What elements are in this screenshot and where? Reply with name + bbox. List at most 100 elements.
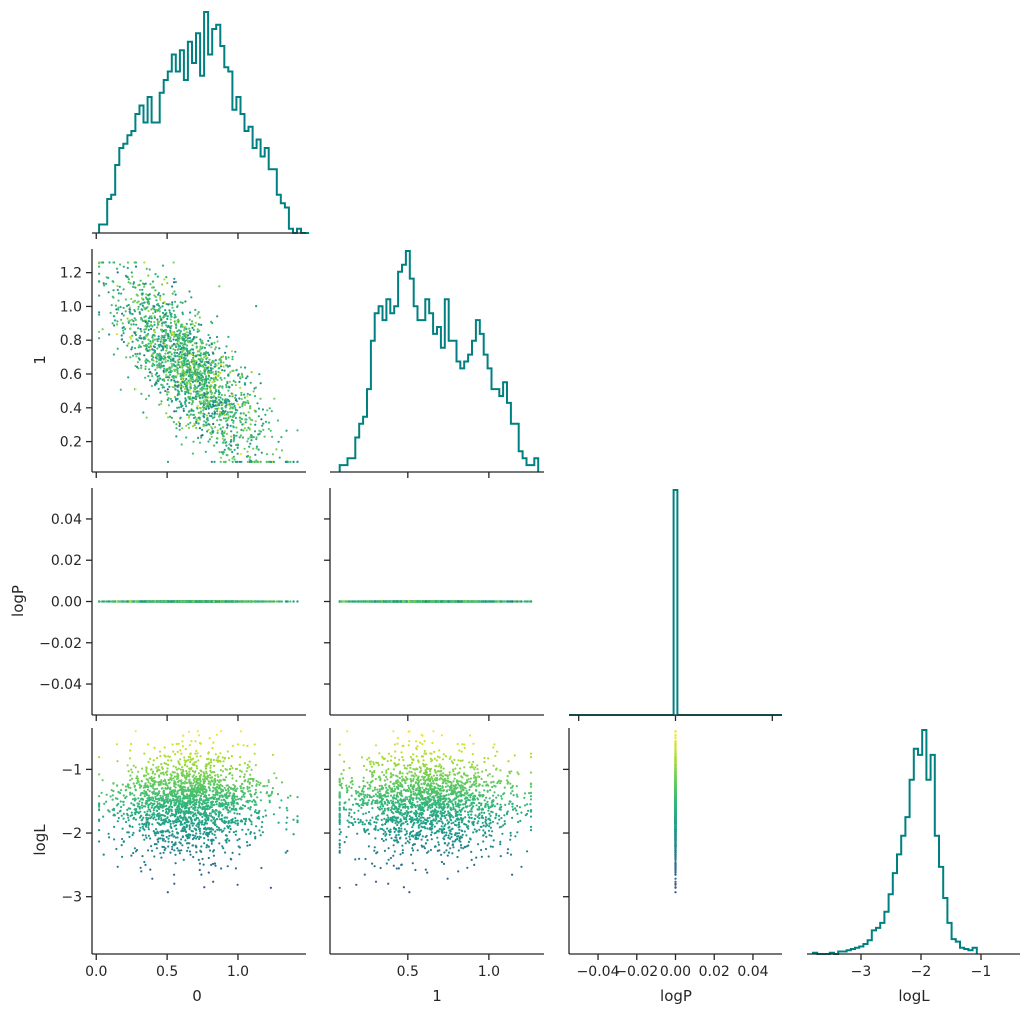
scatter-point <box>231 460 234 463</box>
scatter-point <box>205 414 209 417</box>
scatter-point <box>260 418 263 421</box>
scatter-point <box>175 423 178 426</box>
scatter-point <box>147 294 150 297</box>
scatter-point <box>158 320 161 323</box>
scatter-point <box>255 438 258 441</box>
scatter-point <box>231 358 234 361</box>
scatter-point <box>211 431 215 434</box>
scatter-point <box>228 459 231 462</box>
scatter-point <box>117 308 120 311</box>
scatter-point <box>130 348 133 351</box>
scatter-point <box>182 349 185 352</box>
scatter-point <box>170 378 173 381</box>
scatter-point <box>181 325 184 328</box>
scatter-point <box>226 426 229 429</box>
scatter-point <box>138 312 141 315</box>
scatter-point <box>205 375 208 378</box>
scatter-point <box>137 300 140 303</box>
scatter-point <box>166 388 169 391</box>
scatter-point <box>157 309 160 312</box>
scatter-point <box>158 374 161 377</box>
scatter-point <box>173 386 176 389</box>
scatter-point <box>232 455 235 458</box>
scatter-point <box>129 319 132 322</box>
scatter-point <box>166 390 169 394</box>
scatter-point <box>112 289 115 292</box>
scatter-point <box>214 359 217 362</box>
scatter-point <box>207 396 210 399</box>
scatter-point <box>129 282 132 285</box>
histogram-1 <box>338 250 540 472</box>
scatter-point <box>179 348 182 351</box>
scatter-point <box>223 394 226 397</box>
scatter-point <box>173 375 176 378</box>
scatter-point <box>216 340 219 343</box>
scatter-point <box>221 437 224 440</box>
scatter-point <box>215 401 219 404</box>
scatter-point <box>214 426 217 429</box>
scatter-point <box>234 394 237 397</box>
scatter-point <box>206 385 209 388</box>
scatter-point <box>176 389 179 392</box>
scatter-point <box>199 387 202 390</box>
scatter-point <box>145 323 149 326</box>
scatter-point <box>210 369 213 372</box>
scatter-point <box>243 403 246 407</box>
scatter-point <box>160 329 163 332</box>
scatter-point <box>170 315 173 318</box>
scatter-point <box>189 349 192 352</box>
scatter-point <box>144 365 147 368</box>
scatter-point <box>176 406 179 409</box>
scatter-point <box>146 349 150 352</box>
scatter-point <box>196 312 199 316</box>
scatter-point <box>139 303 142 306</box>
scatter-point <box>121 322 124 325</box>
panel-1-vs-0 <box>91 249 306 473</box>
scatter-point <box>189 387 192 390</box>
scatter-point <box>108 333 111 336</box>
scatter-point <box>139 279 142 282</box>
scatter-point <box>193 362 196 365</box>
scatter-point <box>218 415 221 418</box>
scatter-point <box>210 425 213 428</box>
scatter-point <box>229 424 232 427</box>
scatter-point <box>179 416 182 419</box>
scatter-point <box>262 422 265 425</box>
scatter-point <box>220 401 223 404</box>
scatter-point <box>136 352 139 356</box>
scatter-point <box>197 392 200 395</box>
scatter-point <box>185 383 188 386</box>
scatter-point <box>111 600 114 603</box>
scatter-point <box>208 414 211 417</box>
scatter-point <box>193 422 196 425</box>
scatter-point <box>239 434 242 437</box>
scatter-point <box>135 355 138 358</box>
scatter-point <box>134 352 137 356</box>
scatter-point <box>201 380 204 383</box>
scatter-point <box>175 345 178 349</box>
scatter-point <box>212 377 215 380</box>
scatter-point <box>183 341 186 344</box>
scatter-point <box>210 415 213 418</box>
scatter-point <box>224 417 227 420</box>
scatter-point <box>181 311 184 314</box>
scatter-point <box>166 382 169 386</box>
scatter-point <box>180 346 184 349</box>
scatter-point <box>121 312 124 315</box>
scatter-point <box>201 406 204 409</box>
scatter-point <box>198 350 201 353</box>
scatter-point <box>199 412 202 415</box>
scatter-point <box>166 398 169 401</box>
scatter-point <box>113 315 116 318</box>
scatter-point <box>257 433 260 436</box>
scatter-point <box>296 600 299 603</box>
scatter-point <box>141 319 145 323</box>
scatter-point <box>179 372 182 375</box>
scatter-point <box>165 332 168 335</box>
scatter-point <box>176 351 179 355</box>
scatter-point <box>198 418 202 421</box>
scatter-point <box>234 416 237 420</box>
scatter-point <box>226 419 229 422</box>
scatter-point <box>246 392 249 395</box>
scatter-point <box>149 371 152 374</box>
